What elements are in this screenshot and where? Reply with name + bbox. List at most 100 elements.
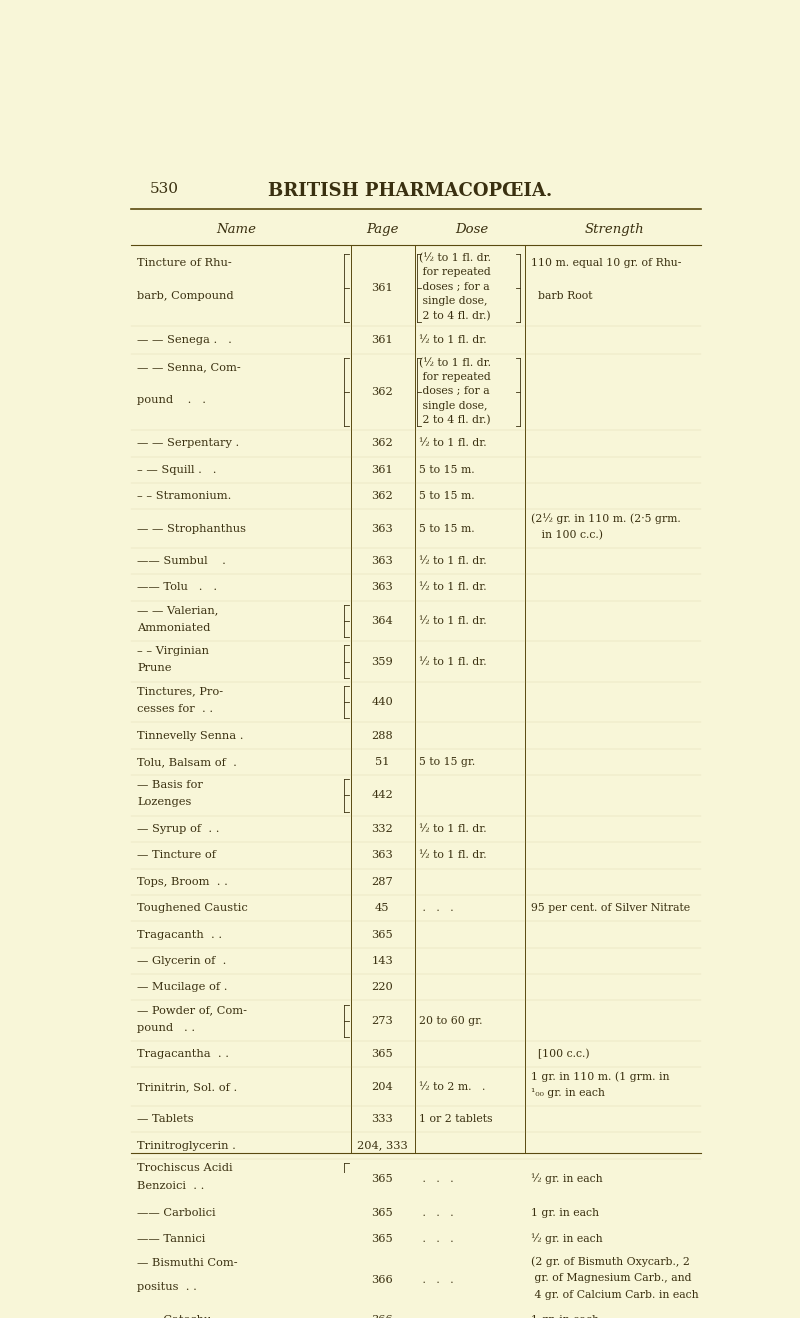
Text: — — Serpentary .: — — Serpentary . <box>138 439 239 448</box>
Text: Trinitrin, Sol. of .: Trinitrin, Sol. of . <box>138 1082 238 1091</box>
Text: 362: 362 <box>371 439 393 448</box>
Text: 333: 333 <box>371 1114 393 1124</box>
Text: Lozenges: Lozenges <box>138 797 191 807</box>
Text: ½ to 1 fl. dr.: ½ to 1 fl. dr. <box>419 850 487 861</box>
Text: positus  . .: positus . . <box>138 1282 197 1292</box>
Text: ½ to 1 fl. dr.: ½ to 1 fl. dr. <box>419 824 487 834</box>
Text: 366: 366 <box>371 1275 393 1285</box>
Text: —— Tannici: —— Tannici <box>138 1234 206 1244</box>
Text: for repeated: for repeated <box>419 372 491 382</box>
Text: —— Carbolici: —— Carbolici <box>138 1207 216 1218</box>
Text: 1 gr. in 110 m. (1 grm. in: 1 gr. in 110 m. (1 grm. in <box>531 1072 670 1082</box>
Text: 273: 273 <box>371 1016 393 1025</box>
Text: 143: 143 <box>371 956 393 966</box>
Text: 2 to 4 fl. dr.): 2 to 4 fl. dr.) <box>419 415 491 426</box>
Text: — — Senega .   .: — — Senega . . <box>138 335 232 345</box>
Text: Tinctures, Pro-: Tinctures, Pro- <box>138 687 223 696</box>
Text: for repeated: for repeated <box>419 268 491 278</box>
Text: 5 to 15 gr.: 5 to 15 gr. <box>419 757 475 767</box>
Text: 363: 363 <box>371 583 393 593</box>
Text: — — Valerian,: — — Valerian, <box>138 605 218 616</box>
Text: 365: 365 <box>371 1234 393 1244</box>
Text: 288: 288 <box>371 730 393 741</box>
Text: Tinnevelly Senna .: Tinnevelly Senna . <box>138 730 244 741</box>
Text: – – Stramonium.: – – Stramonium. <box>138 492 231 501</box>
Text: 365: 365 <box>371 1049 393 1060</box>
Text: ½ to 1 fl. dr.: ½ to 1 fl. dr. <box>419 656 487 667</box>
Text: pound    .   .: pound . . <box>138 395 206 406</box>
Text: 442: 442 <box>371 791 393 800</box>
Text: ½ to 1 fl. dr.: ½ to 1 fl. dr. <box>419 556 487 565</box>
Text: Strength: Strength <box>585 223 645 236</box>
Text: — Syrup of  . .: — Syrup of . . <box>138 824 220 834</box>
Text: Page: Page <box>366 223 398 236</box>
Text: [100 c.c.): [100 c.c.) <box>531 1049 590 1060</box>
Text: — Powder of, Com-: — Powder of, Com- <box>138 1004 247 1015</box>
Text: 362: 362 <box>371 492 393 501</box>
Text: (½ to 1 fl. dr.: (½ to 1 fl. dr. <box>419 357 491 368</box>
Text: 365: 365 <box>371 1174 393 1184</box>
Text: cesses for  . .: cesses for . . <box>138 704 214 714</box>
Text: – — Squill .   .: – — Squill . . <box>138 465 217 474</box>
Text: 361: 361 <box>371 335 393 345</box>
Text: doses ; for a: doses ; for a <box>419 386 490 397</box>
Text: —— Sumbul    .: —— Sumbul . <box>138 556 226 565</box>
Text: —— Tolu   .   .: —— Tolu . . <box>138 583 218 593</box>
Text: .   .   .: . . . <box>419 1315 454 1318</box>
Text: 220: 220 <box>371 982 393 992</box>
Text: Prune: Prune <box>138 663 172 673</box>
Text: (½ to 1 fl. dr.: (½ to 1 fl. dr. <box>419 253 491 264</box>
Text: Trochiscus Acidi: Trochiscus Acidi <box>138 1164 233 1173</box>
Text: .   .   .: . . . <box>419 1275 454 1285</box>
Text: 530: 530 <box>150 182 178 195</box>
Text: 4 gr. of Calcium Carb. in each: 4 gr. of Calcium Carb. in each <box>531 1289 698 1300</box>
Text: 364: 364 <box>371 616 393 626</box>
Text: Tolu, Balsam of  .: Tolu, Balsam of . <box>138 757 237 767</box>
Text: 51: 51 <box>375 757 390 767</box>
Text: 110 m. equal 10 gr. of Rhu-: 110 m. equal 10 gr. of Rhu- <box>531 258 682 268</box>
Text: 363: 363 <box>371 850 393 861</box>
Text: 1 gr. in each: 1 gr. in each <box>531 1315 599 1318</box>
Text: 20 to 60 gr.: 20 to 60 gr. <box>419 1016 483 1025</box>
Text: 5 to 15 m.: 5 to 15 m. <box>419 492 475 501</box>
Text: Name: Name <box>216 223 256 236</box>
Text: 95 per cent. of Silver Nitrate: 95 per cent. of Silver Nitrate <box>531 903 690 913</box>
Text: 287: 287 <box>371 876 393 887</box>
Text: 45: 45 <box>375 903 390 913</box>
Text: 362: 362 <box>371 387 393 397</box>
Text: Benzoici  . .: Benzoici . . <box>138 1181 205 1191</box>
Text: Dose: Dose <box>455 223 489 236</box>
Text: Tragacanth  . .: Tragacanth . . <box>138 929 222 940</box>
Text: in 100 c.c.): in 100 c.c.) <box>531 530 603 540</box>
Text: 366: 366 <box>371 1315 393 1318</box>
Text: Trinitroglycerin .: Trinitroglycerin . <box>138 1140 236 1151</box>
Text: doses ; for a: doses ; for a <box>419 282 490 291</box>
Text: ½ to 1 fl. dr.: ½ to 1 fl. dr. <box>419 439 487 448</box>
Text: ½ to 2 m.   .: ½ to 2 m. . <box>419 1082 486 1091</box>
Text: 332: 332 <box>371 824 393 834</box>
Text: Tincture of Rhu-: Tincture of Rhu- <box>138 258 232 268</box>
Text: 5 to 15 m.: 5 to 15 m. <box>419 465 475 474</box>
Text: — Basis for: — Basis for <box>138 780 203 789</box>
Text: 361: 361 <box>371 282 393 293</box>
Text: gr. of Magnesium Carb., and: gr. of Magnesium Carb., and <box>531 1273 691 1282</box>
Text: ½ to 1 fl. dr.: ½ to 1 fl. dr. <box>419 335 487 345</box>
Text: ¹₀₀ gr. in each: ¹₀₀ gr. in each <box>531 1089 605 1098</box>
Text: .   .   .: . . . <box>419 1234 454 1244</box>
Text: 359: 359 <box>371 656 393 667</box>
Text: ½ gr. in each: ½ gr. in each <box>531 1174 602 1185</box>
Text: — Bismuthi Com-: — Bismuthi Com- <box>138 1259 238 1268</box>
Text: .   .   .: . . . <box>419 1207 454 1218</box>
Text: pound   . .: pound . . <box>138 1023 195 1032</box>
Text: 440: 440 <box>371 697 393 708</box>
Text: 363: 363 <box>371 523 393 534</box>
Text: BRITISH PHARMACOPŒIA.: BRITISH PHARMACOPŒIA. <box>268 182 552 199</box>
Text: 363: 363 <box>371 556 393 565</box>
Text: (2 gr. of Bismuth Oxycarb., 2: (2 gr. of Bismuth Oxycarb., 2 <box>531 1256 690 1267</box>
Text: — Tablets: — Tablets <box>138 1114 194 1124</box>
Text: 365: 365 <box>371 929 393 940</box>
Text: 5 to 15 m.: 5 to 15 m. <box>419 523 475 534</box>
Text: .   .   .: . . . <box>419 1174 454 1184</box>
Text: Ammoniated: Ammoniated <box>138 622 210 633</box>
Text: —— Catechu  .: —— Catechu . <box>138 1315 222 1318</box>
